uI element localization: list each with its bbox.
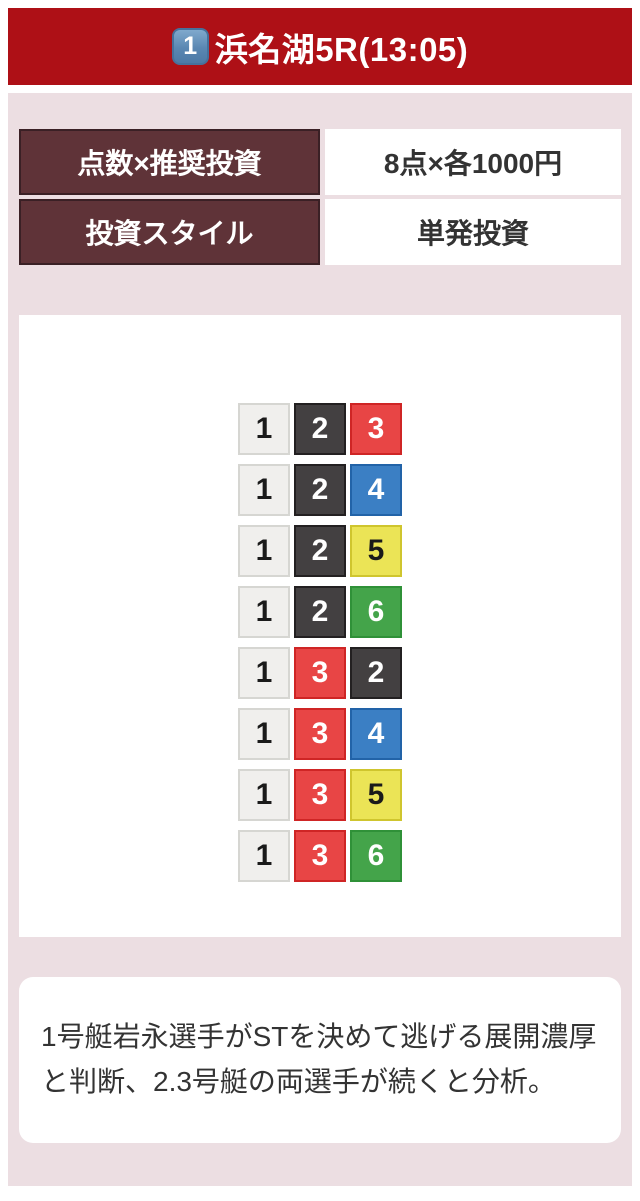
investment-style-label: 投資スタイル [19,199,320,265]
analysis-text: 1号艇岩永選手がSTを決めて逃げる展開濃厚と判断、2.3号艇の両選手が続くと分析… [41,1021,597,1097]
boat-number-cell: 1 [238,464,290,516]
race-number-badge-icon: 1 [171,28,209,65]
boat-number-cell: 1 [238,830,290,882]
boat-number-cell: 1 [238,586,290,638]
boat-number-cell: 1 [238,708,290,760]
boat-number-cell: 1 [238,403,290,455]
boat-number-cell: 2 [294,403,346,455]
boat-number-cell: 6 [350,830,402,882]
investment-info-table: 点数×推奨投資 8点×各1000円 投資スタイル 単発投資 [19,129,621,265]
boat-number-cell: 3 [294,708,346,760]
boat-number-cell: 4 [350,464,402,516]
boat-number-cell: 3 [350,403,402,455]
investment-style-value: 単発投資 [325,199,621,265]
boat-number-cell: 1 [238,525,290,577]
table-row: 投資スタイル 単発投資 [19,199,621,265]
boat-number-cell: 4 [350,708,402,760]
boat-number-cell: 5 [350,525,402,577]
table-row: 点数×推奨投資 8点×各1000円 [19,129,621,195]
boat-number-cell: 5 [350,769,402,821]
boat-number-cell: 2 [294,525,346,577]
boat-number-cell: 3 [294,769,346,821]
boat-number-cell: 6 [350,586,402,638]
boat-number-cell: 1 [238,647,290,699]
boat-number-cell: 3 [294,647,346,699]
boat-number-cell: 2 [350,647,402,699]
boat-number-cell: 1 [238,769,290,821]
boat-number-cell: 2 [294,464,346,516]
boat-number-cell: 2 [294,586,346,638]
race-header: 1 浜名湖5R(13:05) [8,8,632,85]
analysis-card: 1号艇岩永選手がSTを決めて逃げる展開濃厚と判断、2.3号艇の両選手が続くと分析… [19,977,621,1143]
race-title: 浜名湖5R(13:05) [214,30,469,68]
boat-number-cell: 3 [294,830,346,882]
points-investment-label: 点数×推奨投資 [19,129,320,195]
points-investment-value: 8点×各1000円 [325,129,621,195]
